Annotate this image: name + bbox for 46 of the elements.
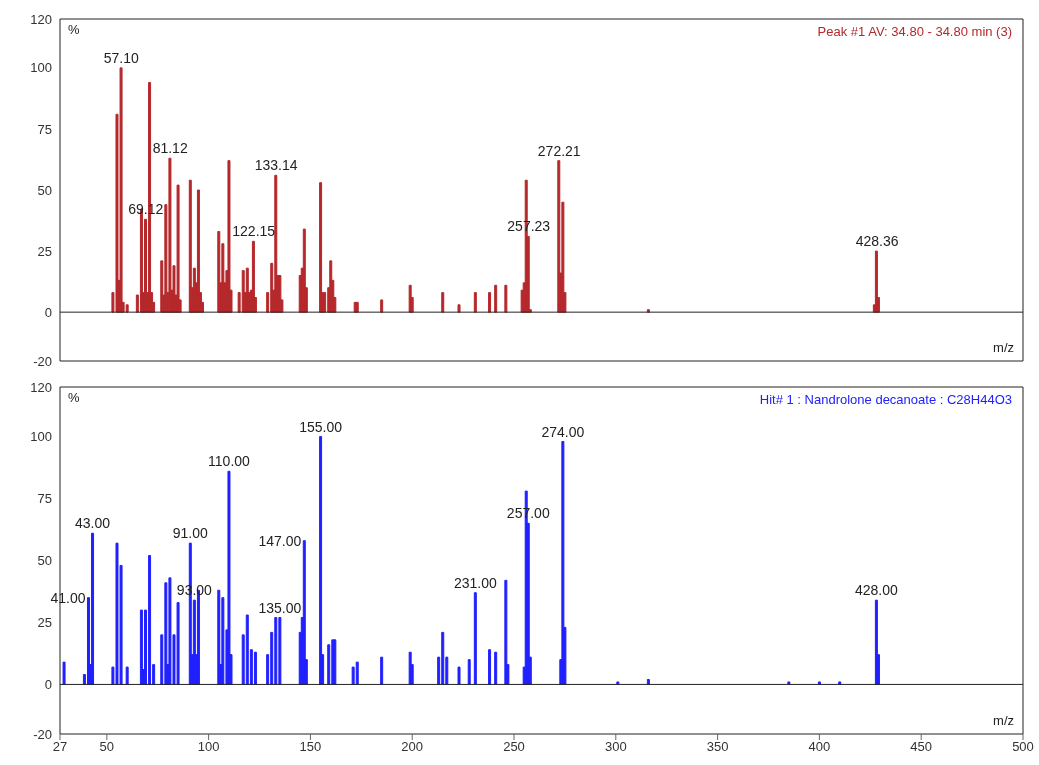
annotation: 135.00	[258, 599, 302, 616]
x-tick-label: 150	[299, 739, 322, 755]
annotation: 272.21	[537, 142, 581, 159]
annotation: 81.12	[152, 140, 188, 157]
y-tick-label: 100	[30, 429, 52, 445]
annotation: 231.00	[453, 574, 497, 591]
annotation: 41.00	[50, 589, 86, 606]
y-tick-label: 0	[44, 677, 52, 693]
x-tick-label: 400	[808, 739, 831, 755]
y-tick-label: 25	[37, 243, 52, 259]
y-tick-label: 75	[37, 491, 52, 507]
x-tick-label: 200	[401, 739, 424, 755]
x-axis-title: m/z	[993, 713, 1014, 728]
y-tick-label: 120	[30, 379, 52, 395]
annotation: 428.36	[855, 233, 899, 250]
x-tick-label: 300	[604, 739, 627, 755]
x-tick-label: 27	[52, 739, 68, 755]
annotation: 428.00	[855, 582, 899, 599]
annotation: 43.00	[75, 515, 111, 532]
y-tick-label: 75	[37, 121, 52, 137]
x-tick-label: 350	[706, 739, 729, 755]
y-tick-label: 50	[37, 182, 52, 198]
y-tick-label: 25	[37, 615, 52, 631]
annotation: 147.00	[258, 532, 302, 549]
annotation: 155.00	[299, 418, 343, 435]
annotation: 133.14	[254, 157, 298, 174]
y-axis-title: %	[68, 390, 80, 405]
y-tick-label: 50	[37, 553, 52, 569]
text: Hit# 1 : Nandrolone decanoate : C28H44O3	[759, 392, 1012, 407]
y-tick-label: -20	[33, 353, 52, 369]
y-tick-label: -20	[33, 726, 52, 742]
x-axis-title: m/z	[993, 340, 1014, 355]
annotation: 91.00	[172, 525, 209, 542]
x-tick-label: 500	[1012, 739, 1034, 755]
text: Peak #1 AV: 34.80 - 34.80 min (3)	[817, 24, 1012, 39]
annotation: 57.10	[103, 49, 140, 66]
annotation: 274.00	[541, 423, 585, 440]
x-tick-label: 50	[99, 739, 115, 755]
annotation: 110.00	[208, 453, 251, 470]
x-tick-label: 250	[503, 739, 525, 755]
y-tick-label: 0	[44, 304, 52, 320]
y-axis-title: %	[68, 22, 80, 37]
x-tick-label: 100	[197, 739, 220, 755]
y-tick-label: 120	[30, 11, 52, 27]
x-tick-label: 450	[910, 739, 933, 755]
y-tick-label: 100	[30, 60, 52, 76]
